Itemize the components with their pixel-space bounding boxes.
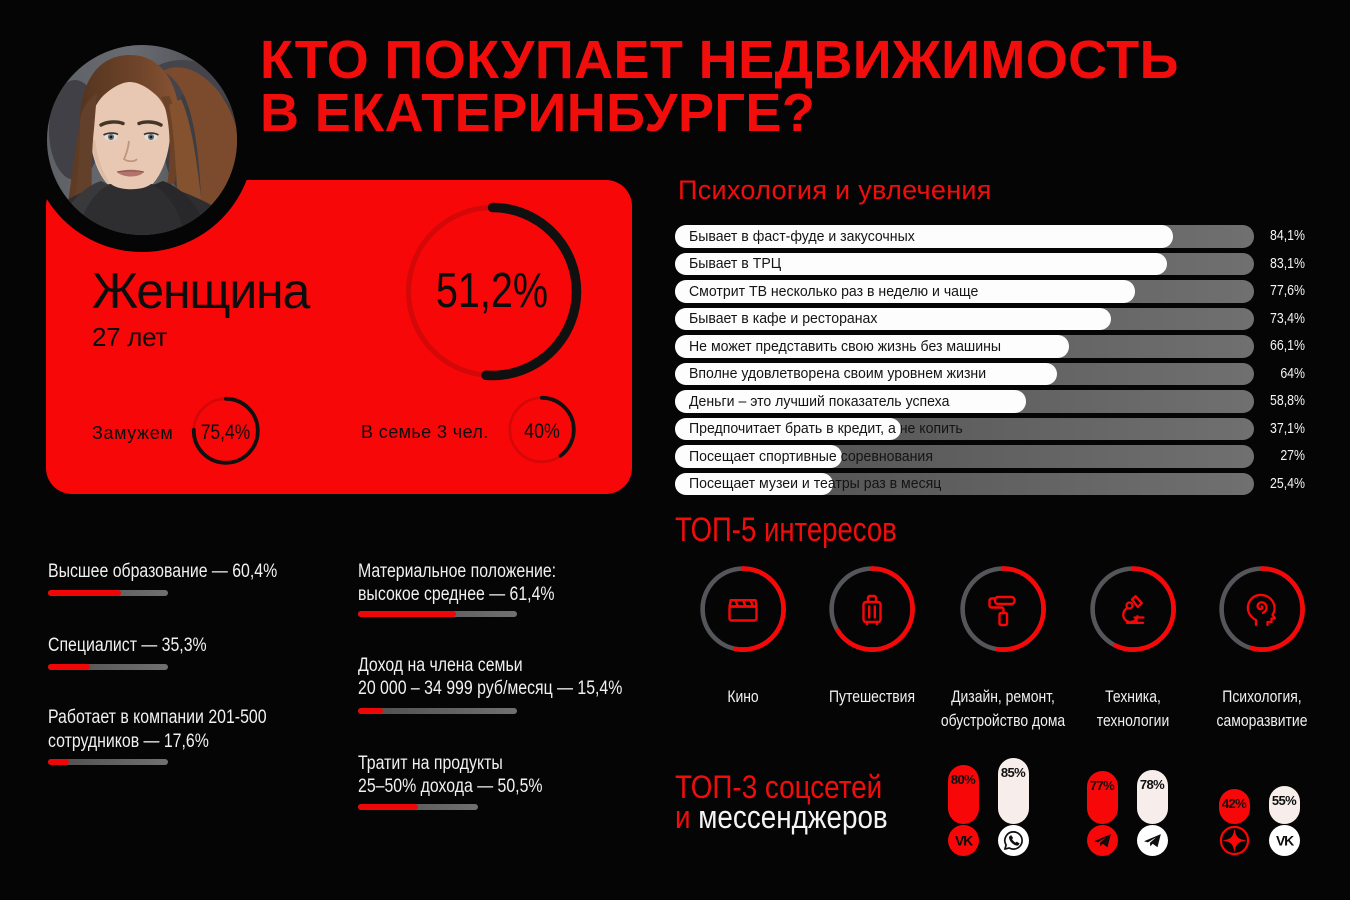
svg-text:VK: VK [1275, 832, 1293, 848]
svg-text:VK: VK [954, 832, 972, 848]
